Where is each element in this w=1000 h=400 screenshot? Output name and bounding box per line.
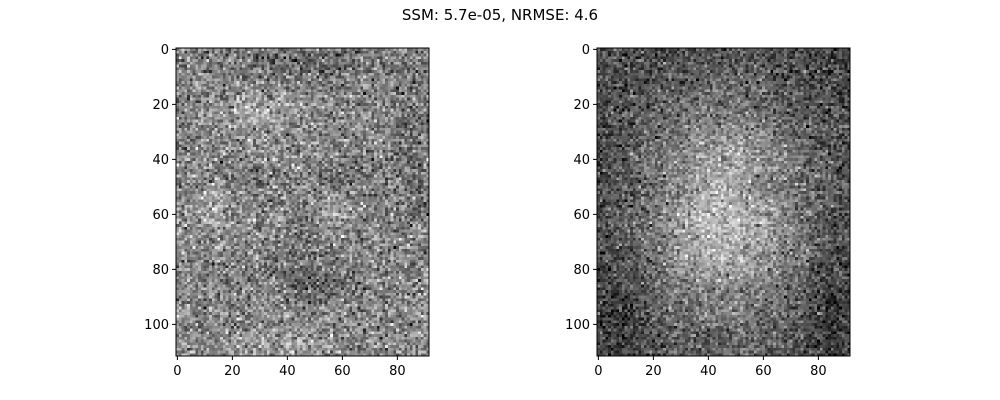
x-tick-label: 80 (810, 364, 827, 379)
left-ticks: 0 20 40 60 80 0 20 40 60 80 100 (144, 43, 405, 379)
y-tick-label: 40 (152, 153, 169, 168)
right-ticks: 0 20 40 60 80 0 20 40 60 80 100 (565, 43, 826, 379)
y-tick-label: 0 (161, 43, 169, 58)
y-tick-label: 100 (565, 318, 590, 333)
y-tick-label: 60 (573, 208, 590, 223)
y-tick-label: 80 (152, 263, 169, 278)
y-tick-label: 0 (582, 43, 590, 58)
right-axes-frame (596, 47, 851, 357)
left-axes-frame (175, 47, 430, 357)
right-panel: 0 20 40 60 80 0 20 40 60 80 100 (565, 43, 851, 379)
right-face-image (597, 48, 850, 356)
figure-title: SSM: 5.7e-05, NRMSE: 4.6 (402, 6, 598, 24)
y-tick-label: 60 (152, 208, 169, 223)
y-tick-label: 100 (144, 318, 169, 333)
y-tick-label: 20 (573, 98, 590, 113)
x-tick-label: 20 (224, 364, 241, 379)
y-tick-label: 40 (573, 153, 590, 168)
x-tick-label: 60 (755, 364, 772, 379)
x-tick-label: 20 (645, 364, 662, 379)
left-face-image (176, 48, 429, 356)
x-tick-label: 40 (279, 364, 296, 379)
y-tick-label: 80 (573, 263, 590, 278)
x-tick-label: 0 (594, 364, 602, 379)
y-tick-label: 20 (152, 98, 169, 113)
x-tick-label: 80 (389, 364, 406, 379)
x-tick-label: 60 (334, 364, 351, 379)
x-tick-label: 0 (173, 364, 181, 379)
left-panel: 0 20 40 60 80 0 20 40 60 80 100 (144, 43, 430, 379)
x-tick-label: 40 (700, 364, 717, 379)
